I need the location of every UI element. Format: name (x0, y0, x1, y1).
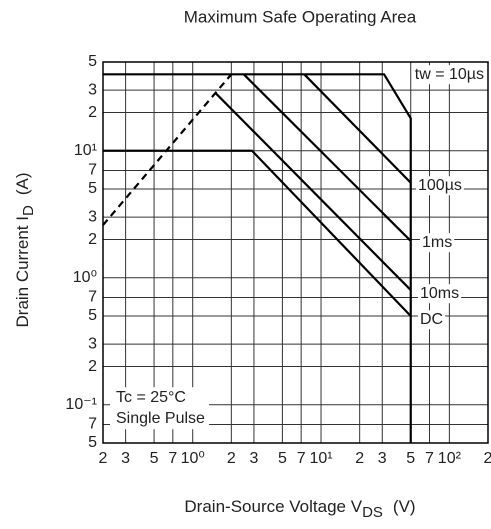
line-label-bg (416, 176, 464, 196)
y-axis-label: Drain Current ID (A) (13, 173, 36, 328)
y-tick-label: 2 (88, 231, 97, 248)
y-tick-label: 10¹ (74, 142, 97, 159)
x-tick-label: 10¹ (309, 450, 332, 467)
line-label-bg (418, 310, 446, 330)
plot-frame (102, 61, 489, 444)
x-tick-label: 3 (121, 450, 130, 467)
y-label-text: Drain Current I (13, 216, 32, 327)
y-tick-label: 7 (88, 162, 97, 179)
x-label-unit: (V) (393, 497, 416, 516)
y-tick-label: 10⁻¹ (65, 396, 97, 413)
line-label-bg (418, 284, 462, 304)
y-tick-label: 10⁰ (73, 269, 97, 286)
x-tick-label: 7 (168, 450, 177, 467)
y-tick-label: 3 (88, 81, 97, 98)
x-tick-label: 3 (378, 450, 387, 467)
x-tick-label: 7 (297, 450, 306, 467)
y-tick-label: 3 (88, 335, 97, 352)
limit-line (102, 73, 233, 226)
y-label-unit: (A) (13, 173, 32, 196)
soa-line (103, 73, 412, 443)
soa-line (242, 73, 412, 242)
x-tick-label: 5 (406, 450, 415, 467)
soa-line (103, 149, 412, 317)
soa-line (214, 92, 412, 291)
y-tick-label: 5 (88, 434, 97, 451)
x-tick-label: 5 (150, 450, 159, 467)
y-tick-label: 2 (88, 104, 97, 121)
line-label-bg (412, 65, 486, 85)
line-label: DC (420, 311, 443, 328)
line-label: 100µs (418, 177, 462, 194)
x-tick-label: 2 (484, 450, 491, 467)
x-label-text: Drain-Source Voltage V (184, 497, 362, 516)
y-tick-label: 2 (88, 358, 97, 375)
y-tick-label: 5 (88, 53, 97, 70)
line-label: 1ms (422, 234, 452, 251)
line-label-bg (420, 233, 455, 253)
x-tick-label: 2 (227, 450, 236, 467)
x-axis-label: Drain-Source Voltage VDS (V) (184, 497, 415, 520)
y-tick-label: 7 (88, 289, 97, 306)
x-tick-label: 10² (438, 450, 462, 467)
annotation: Tc = 25°C (116, 389, 186, 406)
x-tick-label: 3 (249, 450, 258, 467)
x-tick-label: 2 (355, 450, 364, 467)
x-tick-label: 10⁰ (181, 450, 205, 467)
y-tick-label: 7 (88, 416, 97, 433)
x-tick-label: 2 (99, 450, 108, 467)
chart-title: Maximum Safe Operating Area (184, 7, 417, 26)
x-label-sub: DS (362, 504, 383, 521)
soa-line (303, 73, 412, 184)
y-tick-label: 5 (88, 180, 97, 197)
annotation-bg (110, 387, 210, 430)
y-tick-label: 3 (88, 208, 97, 225)
y-label-sub: D (20, 205, 37, 216)
x-tick-label: 5 (278, 450, 287, 467)
x-tick-label: 7 (425, 450, 434, 467)
y-tick-label: 5 (88, 307, 97, 324)
annotation: Single Pulse (116, 410, 205, 427)
line-label: tw = 10µs (415, 66, 484, 83)
line-label: 10ms (420, 285, 459, 302)
